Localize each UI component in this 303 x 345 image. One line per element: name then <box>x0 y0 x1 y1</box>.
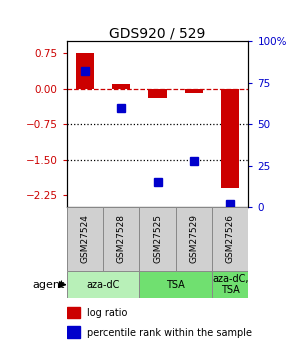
Bar <box>212 271 248 298</box>
Text: agent: agent <box>32 280 65 289</box>
Text: GSM27526: GSM27526 <box>226 214 235 264</box>
Text: aza-dC: aza-dC <box>86 280 120 289</box>
Text: TSA: TSA <box>166 280 185 289</box>
Bar <box>212 207 248 271</box>
Bar <box>148 89 167 98</box>
Bar <box>67 307 80 318</box>
Bar <box>67 271 139 298</box>
Bar <box>103 207 139 271</box>
Text: log ratio: log ratio <box>87 308 127 318</box>
Text: GSM27529: GSM27529 <box>189 214 198 264</box>
Bar <box>112 84 130 89</box>
Bar <box>176 207 212 271</box>
Text: GSM27525: GSM27525 <box>153 214 162 264</box>
Bar <box>76 53 94 89</box>
Bar <box>67 207 103 271</box>
Text: GSM27528: GSM27528 <box>117 214 126 264</box>
Bar <box>185 89 203 93</box>
Title: GDS920 / 529: GDS920 / 529 <box>109 26 206 40</box>
Text: percentile rank within the sample: percentile rank within the sample <box>87 328 252 338</box>
Text: GSM27524: GSM27524 <box>80 215 89 263</box>
Bar <box>67 326 80 337</box>
Bar <box>139 271 212 298</box>
Bar <box>221 89 239 188</box>
Bar <box>139 207 176 271</box>
Text: aza-dC,
TSA: aza-dC, TSA <box>212 274 248 295</box>
